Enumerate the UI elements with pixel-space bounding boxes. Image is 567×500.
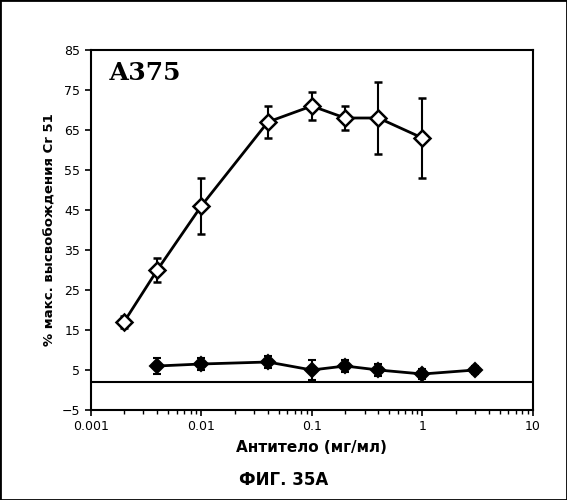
X-axis label: Антитело (мг/мл): Антитело (мг/мл) <box>236 440 387 456</box>
Text: ФИГ. 35А: ФИГ. 35А <box>239 471 328 489</box>
Y-axis label: % макс. высвобождения Cr 51: % макс. высвобождения Cr 51 <box>43 114 56 346</box>
Text: А375: А375 <box>108 61 181 85</box>
